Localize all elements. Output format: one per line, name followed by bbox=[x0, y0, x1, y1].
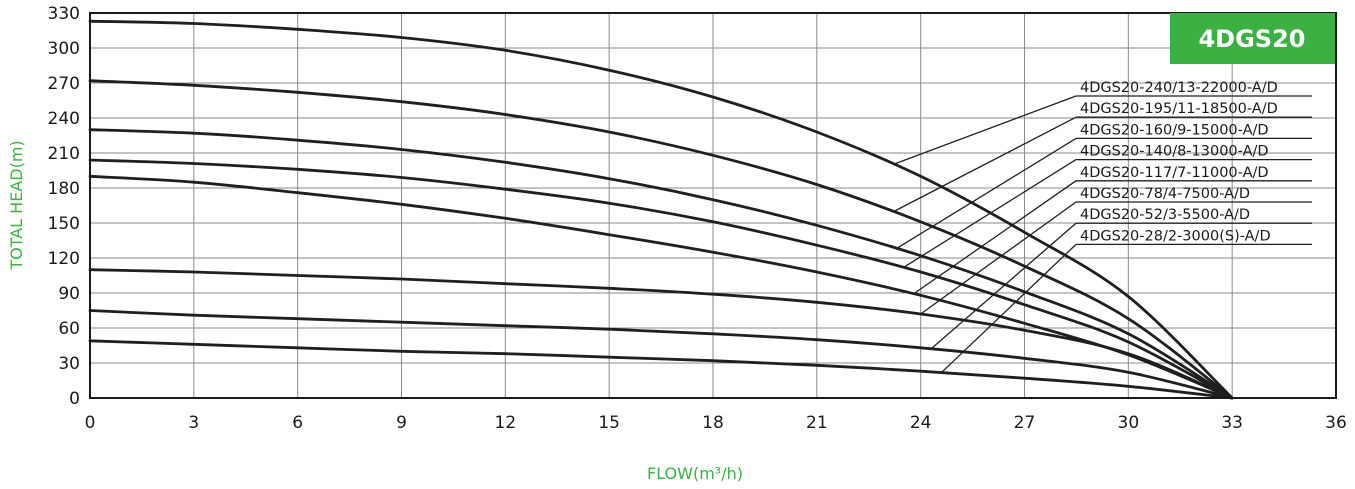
legend-leader-line bbox=[913, 180, 1077, 295]
x-tick-label: 24 bbox=[910, 413, 932, 433]
y-axis-title: TOTAL HEAD(m) bbox=[7, 140, 26, 270]
y-tick-label: 330 bbox=[48, 4, 80, 24]
y-tick-label: 240 bbox=[48, 109, 80, 129]
series-curve bbox=[88, 158, 1234, 400]
grid bbox=[89, 12, 1337, 399]
y-tick-label: 270 bbox=[48, 74, 80, 94]
legend-entry-label: 4DGS20-240/13-22000-A/D bbox=[1080, 80, 1278, 96]
x-tick-label: 0 bbox=[85, 413, 96, 433]
legend-leader-lines bbox=[892, 95, 1077, 374]
x-tick-label: 12 bbox=[495, 413, 517, 433]
model-badge: 4DGS20 bbox=[1170, 13, 1335, 64]
y-tick-label: 180 bbox=[48, 179, 80, 199]
model-badge-box bbox=[1170, 13, 1335, 64]
x-tick-label: 36 bbox=[1325, 413, 1347, 433]
legend-leader-line bbox=[940, 243, 1077, 374]
series-curve bbox=[88, 339, 1234, 400]
legend-leader-line bbox=[892, 95, 1077, 166]
y-tick-label: 60 bbox=[58, 319, 80, 339]
legend-leader-line bbox=[896, 137, 1077, 250]
x-tick-label: 33 bbox=[1221, 413, 1243, 433]
y-tick-label: 150 bbox=[48, 214, 80, 234]
performance-curves bbox=[88, 19, 1234, 400]
x-tick-label: 21 bbox=[806, 413, 828, 433]
series-curve bbox=[88, 128, 1234, 400]
legend-entry-label: 4DGS20-160/9-15000-A/D bbox=[1080, 122, 1269, 138]
x-tick-label: 15 bbox=[598, 413, 620, 433]
legend-entry-label: 4DGS20-28/2-3000(S)-A/D bbox=[1080, 228, 1271, 244]
plot-frame bbox=[89, 12, 1337, 399]
x-axis-title: FLOW(m³/h) bbox=[647, 464, 743, 483]
y-tick-labels: 0 30 60 90 120 150 180 210 240 270 300 330 bbox=[48, 4, 80, 409]
legend-leader-line bbox=[892, 116, 1077, 213]
legend-leader-line bbox=[920, 201, 1077, 315]
legend-entry-label: 4DGS20-140/8-13000-A/D bbox=[1080, 144, 1269, 160]
legend-leader-line bbox=[903, 159, 1077, 269]
legend-entry-label: 4DGS20-52/3-5500-A/D bbox=[1080, 207, 1250, 223]
x-tick-label: 27 bbox=[1014, 413, 1036, 433]
series-curve bbox=[88, 79, 1234, 400]
y-tick-label: 90 bbox=[58, 284, 80, 304]
series-curve bbox=[88, 19, 1234, 400]
y-tick-label: 300 bbox=[48, 39, 80, 59]
series-curve bbox=[88, 268, 1234, 400]
y-tick-label: 120 bbox=[48, 249, 80, 269]
y-tick-label: 210 bbox=[48, 144, 80, 164]
x-tick-labels: 0 3 6 9 12 15 18 21 24 27 30 33 36 bbox=[85, 413, 1347, 433]
legend-leader-line bbox=[930, 222, 1077, 350]
x-tick-label: 3 bbox=[188, 413, 199, 433]
legend-entry-label: 4DGS20-117/7-11000-A/D bbox=[1080, 165, 1269, 181]
series-curve bbox=[88, 174, 1234, 400]
x-tick-label: 18 bbox=[702, 413, 724, 433]
y-tick-label: 0 bbox=[69, 389, 80, 409]
y-tick-label: 30 bbox=[58, 354, 80, 374]
legend-entry-label: 4DGS20-195/11-18500-A/D bbox=[1080, 101, 1278, 117]
series-curve bbox=[88, 309, 1234, 400]
model-badge-label: 4DGS20 bbox=[1198, 25, 1305, 53]
legend-entry-label: 4DGS20-78/4-7500-A/D bbox=[1080, 186, 1250, 202]
x-tick-label: 9 bbox=[396, 413, 407, 433]
x-tick-label: 30 bbox=[1118, 413, 1140, 433]
x-tick-label: 6 bbox=[292, 413, 303, 433]
legend: 4DGS20-240/13-22000-A/D 4DGS20-195/11-185… bbox=[1076, 80, 1312, 246]
